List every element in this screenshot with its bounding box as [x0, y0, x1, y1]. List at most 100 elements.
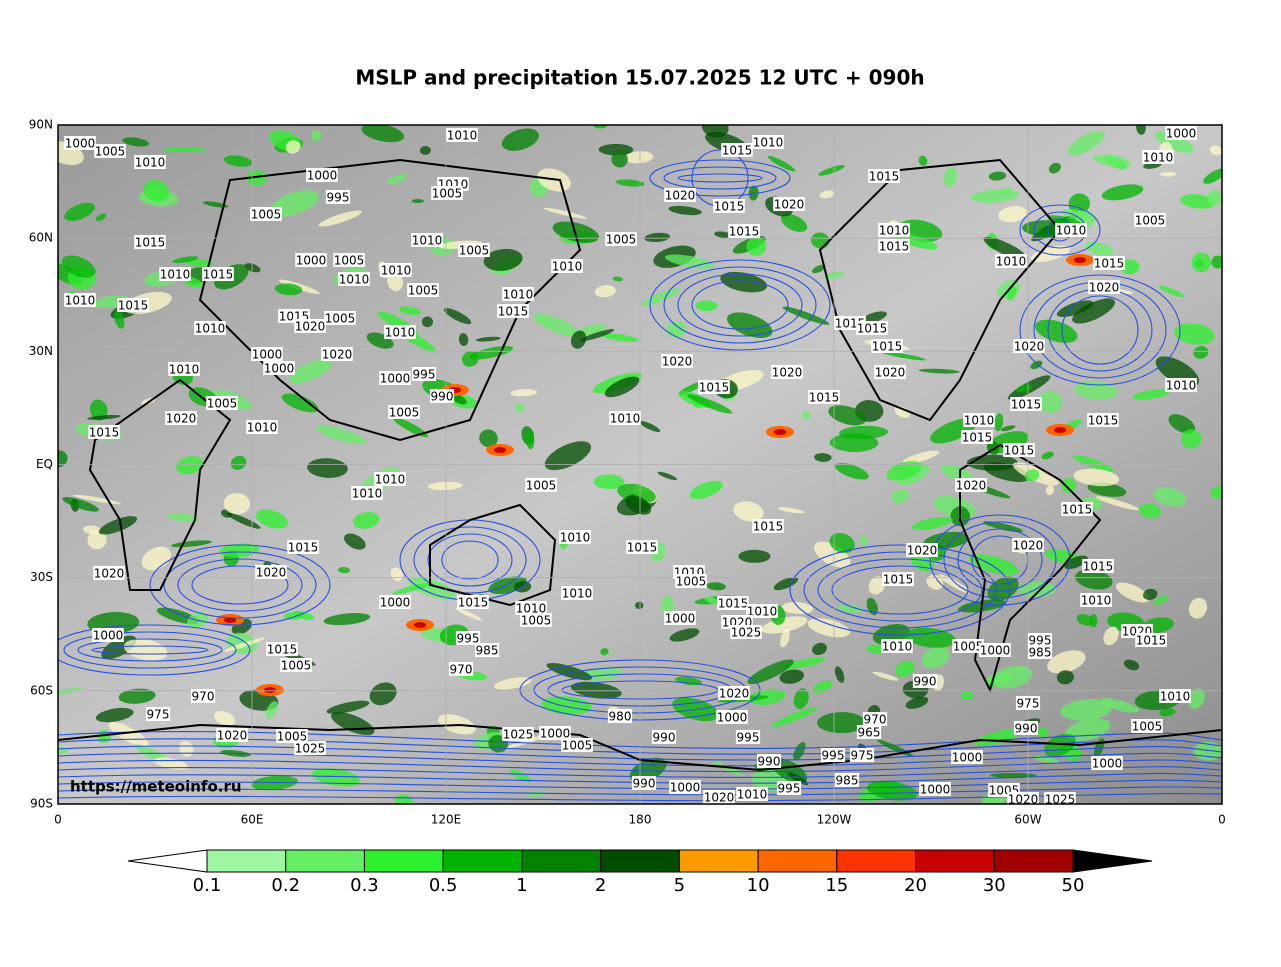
- precip-blob: [918, 155, 928, 166]
- isobar-label: 1000: [1092, 757, 1123, 771]
- isobar-label-box: [878, 239, 910, 253]
- precip-blob: [1043, 733, 1076, 758]
- isobar-label-box: [333, 253, 365, 267]
- precip-blob: [868, 576, 886, 595]
- isobar-label: 1020: [322, 348, 353, 362]
- isobar-label: 1020: [295, 320, 326, 334]
- precip-blob: [161, 147, 208, 152]
- isobar-label-box: [952, 639, 984, 653]
- isobar-label-box: [429, 389, 455, 403]
- colorbar-segment: [363, 849, 444, 873]
- isobar-label: 1000: [380, 596, 411, 610]
- precip-blob: [600, 648, 609, 656]
- isobar: [163, 551, 317, 619]
- isobar-label: 995: [737, 731, 760, 745]
- isobar-label: 995: [457, 632, 480, 646]
- isobar-label-box: [1007, 792, 1039, 804]
- precip-blob: [635, 601, 644, 610]
- isobar-label-box: [1082, 559, 1114, 573]
- isobar-label: 1010: [1056, 224, 1087, 238]
- precip-blob: [58, 687, 83, 698]
- isobar-label: 990: [653, 731, 676, 745]
- precip-blob: [807, 618, 850, 638]
- isobar-label: 970: [450, 663, 473, 677]
- isobar-label: 1020: [1089, 281, 1120, 295]
- precip-blob: [911, 516, 953, 530]
- precip-blob: [1203, 168, 1222, 184]
- colorbar-high: [1072, 849, 1153, 873]
- isobar-label-box: [525, 478, 557, 492]
- isobar: [817, 558, 983, 622]
- precip-blob: [712, 760, 744, 777]
- colorbar-segment: [836, 849, 917, 873]
- isobar-label-box: [881, 639, 913, 653]
- isobar-label-box: [502, 727, 534, 741]
- isobar-label: 1015: [872, 340, 903, 354]
- precip-blob: [505, 734, 547, 749]
- isobar-label: 1015: [753, 520, 784, 534]
- isobar-label-box: [1131, 719, 1163, 733]
- precip-blob: [223, 637, 266, 652]
- precip-blob: [828, 405, 867, 426]
- precip-blob: [318, 210, 362, 227]
- precip-blob: [1061, 478, 1077, 493]
- precip-blob: [89, 399, 108, 421]
- isobar-label-box: [561, 586, 593, 600]
- precip-blob: [777, 507, 805, 514]
- isobar-label-box: [379, 595, 411, 609]
- precip-blob: [1068, 130, 1105, 156]
- isobar-label-box: [716, 710, 748, 724]
- isobar-label-box: [776, 781, 802, 795]
- precip-blob: [801, 411, 811, 419]
- isobar-label-box: [474, 643, 500, 657]
- isobar-label: 1015: [869, 170, 900, 184]
- isobar-label-box: [746, 604, 778, 618]
- precip-blob: [1211, 255, 1222, 269]
- precip-blob: [761, 616, 808, 634]
- isobar-label: 970: [192, 690, 215, 704]
- isobar-label-box: [703, 790, 735, 804]
- isobar-label: 1000: [307, 169, 338, 183]
- precip-blob: [837, 604, 863, 613]
- isobar-label: 985: [1029, 646, 1052, 660]
- precip-blob: [1103, 626, 1119, 646]
- isobar-label-box: [384, 325, 416, 339]
- colorbar-low: [127, 849, 208, 873]
- precip-blob: [1191, 252, 1212, 273]
- precip-blob: [353, 512, 380, 529]
- isobar-label-box: [878, 223, 910, 237]
- isobar-label: 1020: [907, 544, 938, 558]
- isobar-label-box: [808, 390, 840, 404]
- isobar-label-box: [515, 601, 547, 615]
- isobar-label-box: [1159, 689, 1191, 703]
- precip-blob: [814, 453, 832, 462]
- precip-blob: [61, 255, 96, 278]
- precip-blob: [64, 202, 95, 222]
- isobar: [63, 631, 237, 669]
- precip-blob: [293, 610, 315, 620]
- isobar: [58, 766, 1222, 778]
- isobar-label: 1010: [375, 473, 406, 487]
- precip-blob: [1045, 485, 1055, 496]
- precip-blob: [1210, 486, 1222, 499]
- heavy-precip: [264, 687, 276, 693]
- precip-blob: [108, 722, 149, 747]
- precip-blob: [921, 647, 950, 669]
- isobar-label: 1010: [753, 136, 784, 150]
- precip-blob: [902, 450, 940, 464]
- isobar-label-box: [94, 144, 126, 158]
- precip-blob: [1158, 285, 1185, 298]
- isobar-label: 1010: [610, 412, 641, 426]
- isobar-label: 1000: [296, 254, 327, 268]
- precip-blob: [1095, 496, 1140, 511]
- isobar-label: 1015: [1011, 398, 1042, 412]
- isobar-label-box: [411, 233, 443, 247]
- isobar-label: 1005: [953, 640, 984, 654]
- precip-blob: [143, 179, 170, 202]
- isobar-label-box: [1165, 378, 1197, 392]
- isobar-label: 1005: [281, 659, 312, 673]
- isobar: [649, 259, 831, 351]
- precip-blob: [255, 509, 288, 529]
- isobar-label: 990: [758, 755, 781, 769]
- title: MSLP and precipitation 15.07.2025 12 UTC…: [355, 66, 924, 90]
